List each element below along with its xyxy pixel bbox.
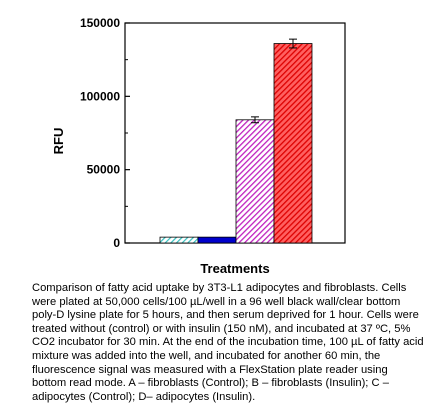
bar-B <box>197 236 237 244</box>
bars-group <box>159 38 313 244</box>
y-axis: 0 50000 100000 150000 <box>80 16 130 250</box>
bar-D <box>273 43 313 244</box>
bar-C <box>235 119 275 244</box>
y-axis-label: RFU <box>51 128 66 155</box>
bar-chart: 0 50000 100000 150000 RFU Treatments <box>51 16 346 276</box>
y-tick-label: 100000 <box>80 89 120 103</box>
y-tick-label: 150000 <box>80 16 120 30</box>
bar-A <box>159 236 199 244</box>
figure-caption: Comparison of fatty acid uptake by 3T3-L… <box>32 282 424 403</box>
y-tick-label: 0 <box>113 236 120 250</box>
y-tick-label: 50000 <box>87 163 121 177</box>
x-axis-label: Treatments <box>200 261 269 276</box>
